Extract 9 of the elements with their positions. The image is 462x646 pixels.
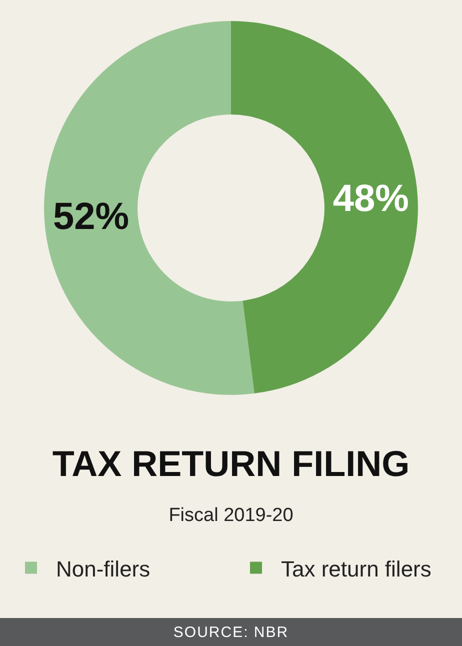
data-label: 52% bbox=[53, 196, 130, 238]
donut-slice bbox=[231, 21, 418, 394]
legend-label: Tax return filers bbox=[281, 556, 432, 582]
data-label: 48% bbox=[332, 178, 409, 220]
donut-slice bbox=[44, 21, 254, 395]
text: TAX RETURN FILING bbox=[52, 443, 410, 484]
source-note: SOURCE: NBR bbox=[0, 618, 462, 646]
text: Fiscal 2019-20 bbox=[168, 505, 294, 526]
legend-label: Non-filers bbox=[56, 556, 150, 582]
